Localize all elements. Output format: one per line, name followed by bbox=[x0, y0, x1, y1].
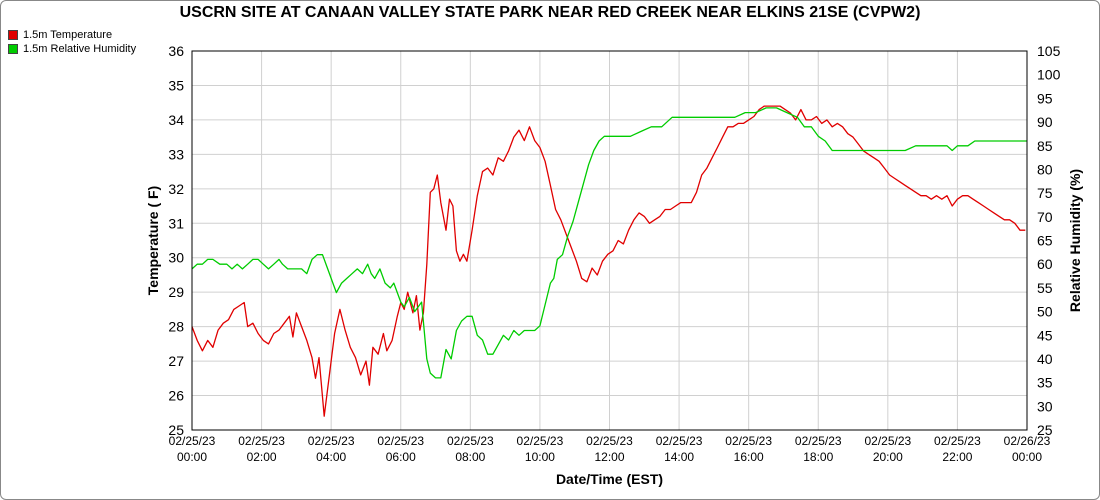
y-tick-right: 70 bbox=[1037, 209, 1053, 225]
x-axis-label: Date/Time (EST) bbox=[556, 471, 663, 487]
y-tick-right: 105 bbox=[1037, 43, 1061, 59]
legend-label-temperature: 1.5m Temperature bbox=[23, 29, 113, 41]
axes bbox=[191, 50, 1028, 431]
legend-swatch-humidity bbox=[8, 44, 18, 54]
legend-label-humidity: 1.5m Relative Humidity bbox=[23, 43, 137, 55]
y-tick-right: 60 bbox=[1037, 256, 1053, 272]
series-lines bbox=[191, 105, 1027, 417]
y-tick-right: 75 bbox=[1037, 185, 1053, 201]
y-tick-right: 85 bbox=[1037, 138, 1053, 154]
y-tick-right: 90 bbox=[1037, 114, 1053, 130]
x-tick-date: 02/25/23 bbox=[447, 434, 494, 448]
x-tick-date: 02/25/23 bbox=[725, 434, 772, 448]
y-tick-left: 31 bbox=[168, 215, 184, 231]
y-tick-left: 32 bbox=[168, 181, 184, 197]
plot-border bbox=[191, 50, 1028, 431]
y-tick-right: 35 bbox=[1037, 375, 1053, 391]
legend-item-temperature: 1.5m Temperature bbox=[8, 28, 136, 42]
x-tick-date: 02/25/23 bbox=[795, 434, 842, 448]
x-tick-date: 02/25/23 bbox=[169, 434, 216, 448]
x-tick-time: 02:00 bbox=[247, 450, 277, 464]
x-tick-date: 02/25/23 bbox=[586, 434, 633, 448]
x-tick-date: 02/25/23 bbox=[377, 434, 424, 448]
y-tick-right: 45 bbox=[1037, 327, 1053, 343]
x-tick-date: 02/25/23 bbox=[238, 434, 285, 448]
x-tick-date: 02/25/23 bbox=[864, 434, 911, 448]
x-tick-time: 20:00 bbox=[873, 450, 903, 464]
x-tick-time: 16:00 bbox=[734, 450, 764, 464]
x-tick-date: 02/25/23 bbox=[517, 434, 564, 448]
y-tick-left: 28 bbox=[168, 319, 184, 335]
x-tick-time: 14:00 bbox=[664, 450, 694, 464]
chart-title: USCRN SITE AT CANAAN VALLEY STATE PARK N… bbox=[179, 4, 921, 21]
series-line-humidity bbox=[191, 107, 1027, 379]
y-tick-left: 25 bbox=[168, 422, 184, 438]
y-tick-right: 80 bbox=[1037, 161, 1053, 177]
x-tick-date: 02/25/23 bbox=[934, 434, 981, 448]
y-tick-left: 36 bbox=[168, 43, 184, 59]
grid bbox=[191, 50, 1028, 431]
y-tick-left: 33 bbox=[168, 146, 184, 162]
y-tick-right: 40 bbox=[1037, 351, 1053, 367]
y-tick-left: 30 bbox=[168, 250, 184, 266]
x-tick-time: 06:00 bbox=[386, 450, 416, 464]
legend: 1.5m Temperature 1.5m Relative Humidity bbox=[8, 28, 136, 56]
legend-item-humidity: 1.5m Relative Humidity bbox=[8, 42, 136, 56]
x-tick-time: 04:00 bbox=[316, 450, 346, 464]
x-tick-time: 18:00 bbox=[803, 450, 833, 464]
y-axis-label-left: Temperature ( F) bbox=[145, 186, 161, 295]
y-tick-right: 30 bbox=[1037, 398, 1053, 414]
y-tick-right: 50 bbox=[1037, 304, 1053, 320]
x-tick-time: 00:00 bbox=[1012, 450, 1042, 464]
series-line-temperature bbox=[191, 105, 1026, 417]
y-tick-right: 100 bbox=[1037, 67, 1061, 83]
tick-labels: 25 26 27 28 29 30 31 32 33 34 35 36 25 30 35 40 45 50 55 60… bbox=[168, 43, 1060, 464]
y-tick-left: 27 bbox=[168, 353, 184, 369]
x-tick-date: 02/26/23 bbox=[1004, 434, 1051, 448]
x-tick-time: 00:00 bbox=[177, 450, 207, 464]
y-tick-right: 95 bbox=[1037, 90, 1053, 106]
y-tick-left: 29 bbox=[168, 284, 184, 300]
y-tick-right: 55 bbox=[1037, 280, 1053, 296]
x-tick-time: 10:00 bbox=[525, 450, 555, 464]
y-tick-right: 65 bbox=[1037, 233, 1053, 249]
x-tick-date: 02/25/23 bbox=[656, 434, 703, 448]
x-tick-time: 22:00 bbox=[942, 450, 972, 464]
y-tick-left: 35 bbox=[168, 77, 184, 93]
legend-swatch-temperature bbox=[8, 30, 18, 40]
x-tick-date: 02/25/23 bbox=[308, 434, 355, 448]
y-tick-left: 26 bbox=[168, 388, 184, 404]
x-tick-time: 12:00 bbox=[594, 450, 624, 464]
y-tick-right: 25 bbox=[1037, 422, 1053, 438]
x-tick-time: 08:00 bbox=[455, 450, 485, 464]
y-axis-label-right: Relative Humidity (%) bbox=[1067, 169, 1083, 312]
y-tick-left: 34 bbox=[168, 112, 184, 128]
